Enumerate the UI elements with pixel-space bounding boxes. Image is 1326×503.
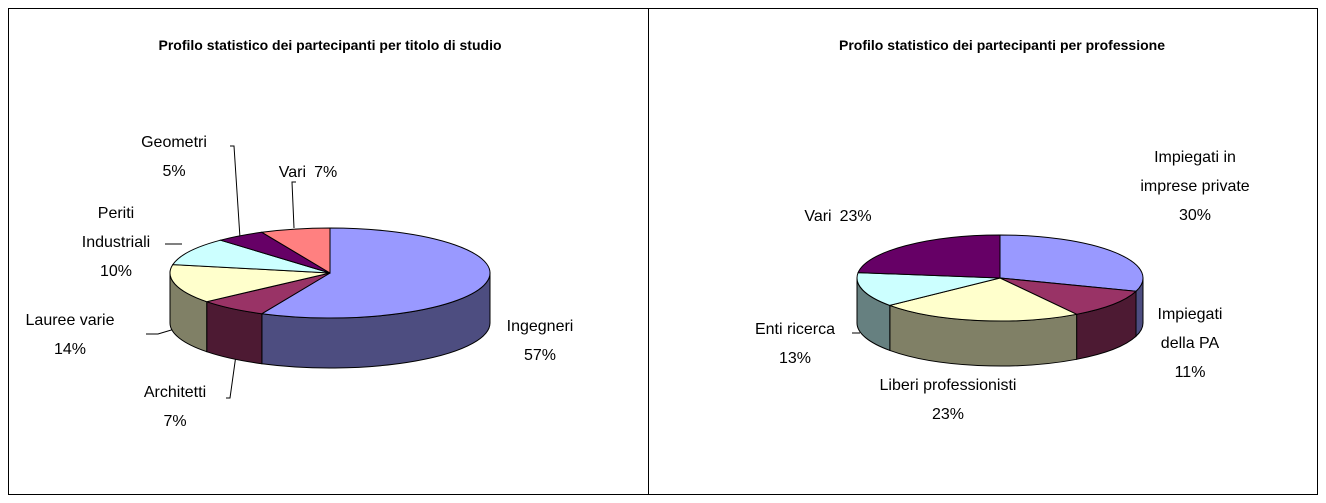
pie-slice [888,277,1079,322]
category-label: Architetti [143,384,207,401]
pie-slice [260,227,491,319]
category-label: Geometri [141,134,207,151]
category-label: Vari [278,164,307,181]
pie-slice [171,239,331,274]
category-label: Impiegati in imprese private [1140,149,1250,195]
data-label: Geometri 5% [124,128,224,186]
data-label: Periti Industriali 10% [71,199,161,286]
data-label: Architetti 7% [115,378,235,436]
value-label: 23% [839,208,872,225]
data-label: Enti ricerca 13% [735,315,855,373]
value-label: 30% [1178,207,1212,224]
pie-slice [857,234,1001,279]
data-label: Vari 7% [248,158,368,187]
category-label: Liberi professionisti [879,377,1017,394]
pie-slice [169,264,331,303]
data-label: Ingegneri 57% [480,312,600,370]
data-label: Vari 23% [778,202,898,231]
data-label: Lauree varie 14% [10,306,130,364]
category-label: Periti Industriali [81,205,151,251]
pie-tops [169,227,491,319]
value-label: 7% [314,164,338,181]
data-label: Impiegati della PA 11% [1145,300,1235,387]
leader-line [230,145,241,239]
value-label: 23% [931,406,965,423]
pie-slice [856,272,1001,306]
category-label: Impiegati della PA [1157,306,1223,352]
leader-line [291,181,296,229]
data-label: Impiegati in imprese private 30% [1135,143,1255,230]
pie-tops [856,234,1144,322]
value-label: 57% [523,347,557,364]
value-label: 10% [99,263,133,280]
data-label: Liberi professionisti 23% [868,371,1028,429]
category-label: Ingegneri [506,318,574,335]
leader-line [226,354,237,399]
value-label: 5% [162,163,186,180]
pie-slice [260,227,331,274]
value-label: 7% [163,413,187,430]
value-label: 11% [1174,364,1206,381]
chart-title: Profilo statistico dei partecipanti per … [158,37,501,53]
category-label: Enti ricerca [754,321,836,338]
category-label: Lauree varie [25,312,115,329]
pie-slice [999,277,1138,315]
value-label: 14% [53,341,87,358]
pie-slice [999,234,1144,292]
leader-lines [146,145,860,399]
category-label: Vari [804,208,832,225]
value-label: 13% [778,350,812,367]
frame [8,8,1318,495]
chart-title: Profilo statistico dei partecipanti per … [839,37,1165,53]
